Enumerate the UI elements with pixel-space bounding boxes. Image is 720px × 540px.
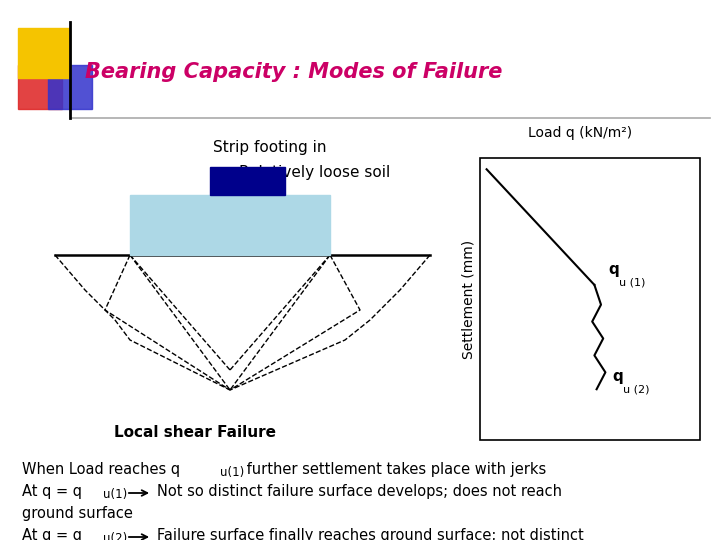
Bar	[48, 65, 92, 109]
Bar	[18, 28, 70, 78]
Bar	[130, 195, 330, 255]
Text: u(1): u(1)	[103, 488, 127, 501]
Text: ground surface: ground surface	[22, 506, 133, 521]
Text: further settlement takes place with jerks: further settlement takes place with jerk…	[242, 462, 546, 477]
Text: u(2): u(2)	[103, 532, 127, 540]
Text: Load q (kN/m²): Load q (kN/m²)	[528, 126, 632, 140]
Text: Bearing Capacity : Modes of Failure: Bearing Capacity : Modes of Failure	[85, 62, 503, 82]
Text: Local shear Failure: Local shear Failure	[114, 425, 276, 440]
Bar	[18, 65, 62, 109]
Text: Strip footing in: Strip footing in	[213, 140, 327, 155]
Text: At q = q: At q = q	[22, 484, 82, 499]
Text: When Load reaches q: When Load reaches q	[22, 462, 180, 477]
Text: Settlement (mm): Settlement (mm)	[461, 239, 475, 359]
Text: u(1): u(1)	[220, 466, 244, 479]
Text: Relatively loose soil: Relatively loose soil	[239, 165, 391, 180]
Text: u (1): u (1)	[618, 277, 645, 287]
Text: Failure surface finally reaches ground surface; not distinct: Failure surface finally reaches ground s…	[157, 528, 584, 540]
Text: $\mathbf{q}$: $\mathbf{q}$	[612, 370, 624, 386]
Text: Not so distinct failure surface develops; does not reach: Not so distinct failure surface develops…	[157, 484, 562, 499]
Text: At q = q: At q = q	[22, 528, 82, 540]
Bar	[210, 167, 285, 195]
Text: u (2): u (2)	[623, 384, 649, 394]
Bar	[480, 158, 700, 440]
Text: $\mathbf{q}$: $\mathbf{q}$	[608, 263, 619, 279]
